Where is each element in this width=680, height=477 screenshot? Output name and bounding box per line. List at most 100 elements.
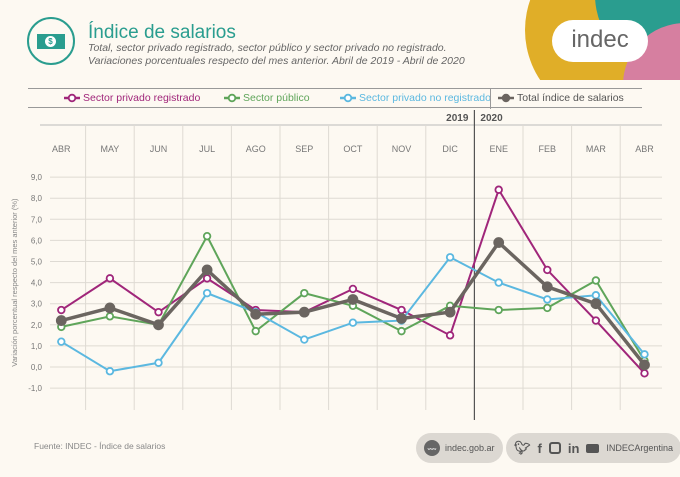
- legend-label: Sector público: [243, 92, 310, 104]
- year-label: 2020: [480, 113, 503, 124]
- data-point: [494, 278, 503, 287]
- data-point: [251, 326, 260, 336]
- data-point: [639, 359, 650, 371]
- x-tick-label: JUN: [150, 144, 168, 154]
- data-point: [445, 331, 455, 340]
- data-point: [105, 312, 115, 321]
- youtube-icon[interactable]: [586, 443, 600, 453]
- x-tick-label: OCT: [343, 144, 363, 154]
- data-point: [153, 319, 164, 331]
- data-point: [201, 264, 213, 276]
- data-point: [445, 253, 455, 262]
- data-point: [348, 284, 358, 294]
- y-tick-label: 9,0: [31, 173, 43, 182]
- y-tick-label: 7,0: [31, 215, 43, 224]
- data-point: [397, 326, 406, 336]
- y-tick-label: 3,0: [31, 300, 43, 309]
- x-tick-label: MAY: [100, 144, 119, 154]
- social-links: 🐦︎ f in INDECArgentina: [506, 433, 680, 463]
- data-point: [493, 237, 505, 248]
- line-chart: 9,0 8,0 7,0 6,0 5,0 4,0 3,0 2,0 1,0 0,0 -1,0 ABR MAY…: [10, 110, 662, 420]
- data-point: [154, 307, 163, 317]
- linkedin-icon[interactable]: in: [567, 440, 580, 456]
- x-tick-label: FEB: [539, 144, 557, 154]
- legend-marker-icon: [224, 93, 240, 103]
- x-tick-label: ABR: [52, 144, 71, 154]
- y-tick-label: 2,0: [31, 321, 43, 330]
- y-tick-label: 0,0: [31, 363, 43, 372]
- legend-label: Total índice de salarios: [517, 92, 624, 104]
- legend-divider: [490, 89, 491, 109]
- chart-legend: Sector privado registrado Sector público S…: [28, 88, 642, 109]
- twitter-icon[interactable]: 🐦︎: [514, 440, 531, 455]
- data-point: [543, 295, 552, 304]
- data-point: [396, 313, 407, 324]
- data-point: [591, 291, 601, 300]
- data-point: [640, 369, 649, 378]
- data-point: [300, 335, 309, 344]
- x-tick-label: SEP: [295, 144, 313, 154]
- data-point: [444, 306, 456, 318]
- legend-item: Sector público: [224, 92, 310, 104]
- x-tick-label: ENE: [489, 144, 508, 154]
- data-point: [494, 305, 503, 315]
- data-point: [202, 231, 212, 241]
- facebook-icon[interactable]: f: [537, 440, 542, 456]
- data-point: [104, 302, 116, 314]
- legend-marker-icon: [340, 93, 356, 103]
- data-point: [202, 274, 212, 283]
- data-point: [298, 306, 310, 318]
- data-point: [105, 274, 115, 283]
- legend-item: Total índice de salarios: [498, 92, 624, 104]
- x-tick-label: AGO: [246, 144, 266, 154]
- x-tick-label: JUL: [199, 144, 215, 154]
- legend-item: Sector privado no registrado: [340, 92, 491, 104]
- source-note: Fuente: INDEC - Índice de salarios: [34, 441, 166, 451]
- data-point: [541, 281, 553, 293]
- page-title: Índice de salarios: [88, 22, 236, 43]
- data-point: [154, 358, 163, 367]
- data-point: [105, 367, 115, 376]
- data-point: [543, 265, 552, 275]
- legend-marker-icon: [498, 93, 514, 103]
- series-sector-privado-registrado: [57, 185, 649, 378]
- data-point: [57, 305, 66, 315]
- data-point: [590, 298, 602, 310]
- series-sector-privado-no-registrado: [57, 253, 649, 376]
- data-point: [55, 315, 67, 326]
- website-label: indec.gob.ar: [445, 443, 495, 453]
- money-icon: $: [27, 17, 75, 65]
- x-tick-label: MAR: [586, 144, 607, 154]
- data-point: [543, 303, 552, 313]
- series-line: [60, 256, 646, 373]
- x-tick-label: NOV: [392, 144, 412, 154]
- x-tick-label: ABR: [635, 144, 654, 154]
- data-point: [202, 288, 212, 298]
- data-point: [640, 350, 649, 359]
- globe-icon: www: [424, 440, 440, 456]
- data-point: [250, 308, 262, 320]
- legend-label: Sector privado registrado: [83, 92, 201, 104]
- y-tick-label: -1,0: [28, 384, 42, 393]
- data-point: [397, 305, 406, 315]
- data-point: [591, 276, 601, 285]
- legend-marker-icon: [64, 93, 80, 103]
- x-tick-label: DIC: [442, 144, 458, 154]
- y-tick-label: 6,0: [31, 236, 43, 245]
- y-tick-label: 5,0: [31, 258, 43, 267]
- data-point: [57, 337, 66, 346]
- data-point: [347, 294, 359, 305]
- legend-label: Sector privado no registrado: [359, 92, 491, 104]
- data-point: [348, 318, 358, 327]
- y-axis-label: Variación porcentual respecto del mes an…: [10, 198, 19, 367]
- y-tick-label: 8,0: [31, 194, 43, 203]
- year-label: 2019: [446, 113, 469, 124]
- legend-item: Sector privado registrado: [64, 92, 200, 104]
- data-point: [300, 288, 309, 298]
- website-link[interactable]: www indec.gob.ar: [416, 433, 503, 463]
- y-tick-label: 1,0: [31, 342, 43, 351]
- y-tick-label: 4,0: [31, 279, 43, 288]
- indec-logo: indec: [552, 20, 648, 62]
- social-handle: INDECArgentina: [606, 443, 673, 453]
- instagram-icon[interactable]: [548, 442, 561, 454]
